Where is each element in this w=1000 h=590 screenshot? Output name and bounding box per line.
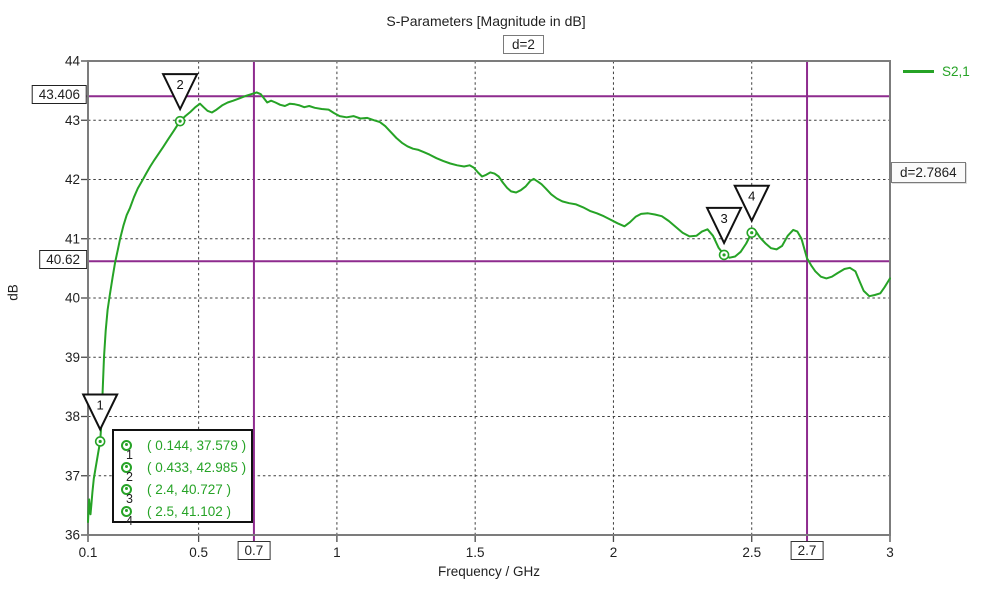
x-tick-label: 1.5	[466, 545, 485, 560]
marker-circle-icon: 3	[121, 483, 133, 506]
plot-title: S-Parameters [Magnitude in dB]	[386, 13, 586, 29]
s21-curve[interactable]	[87, 91, 891, 523]
marker-point-dot-3	[722, 253, 726, 257]
x-tick-label: 0.1	[79, 545, 98, 560]
marker-flag-1[interactable]	[81, 393, 119, 432]
x-tick-label: 2	[610, 545, 618, 560]
x-axis-title: Frequency / GHz	[437, 564, 541, 579]
y-tick-label: 38	[65, 409, 80, 424]
marker-flag-3[interactable]	[705, 206, 743, 246]
marker-circle-icon: 4	[121, 505, 133, 528]
y-tick-label: 39	[65, 350, 80, 365]
marker-index-label: 3	[126, 491, 133, 506]
marker-index-label: 4	[126, 513, 133, 528]
marker-flag-4[interactable]	[733, 184, 771, 223]
y-tick-label: 44	[65, 54, 81, 69]
marker-value-label: ( 0.144, 37.579 )	[147, 437, 247, 453]
legend: S2,1	[903, 64, 970, 79]
y-tick-label: 36	[65, 528, 80, 543]
y-tick-label: 43	[65, 113, 80, 128]
ref-value-box-43.406[interactable]: 43.406	[31, 85, 87, 105]
marker-circle-icon: 2	[121, 461, 133, 484]
ref-value-box-0.7[interactable]: 0.7	[237, 541, 271, 560]
marker-value-label: ( 2.5, 41.102 )	[147, 503, 232, 519]
x-tick-label: 2.5	[742, 545, 761, 560]
marker-circle-icon: 1	[121, 439, 133, 462]
marker-point-dot-2	[178, 119, 182, 123]
marker-list-row-2[interactable]: 2 ( 0.433, 42.985 )	[121, 456, 251, 484]
marker-list-row-3[interactable]: 3 ( 2.4, 40.727 )	[121, 478, 251, 506]
marker-flag-number-3: 3	[720, 211, 727, 226]
marker-flag-2[interactable]	[161, 73, 199, 112]
marker-point-dot-4	[750, 231, 754, 235]
marker-list-box: 1 ( 0.144, 37.579 ) 2 ( 0.433, 42.985 ) 3 ( 2…	[112, 429, 253, 528]
delta-frequency-box[interactable]: d=2	[503, 35, 544, 54]
x-tick-label: 1	[333, 545, 341, 560]
marker-index-label: 1	[126, 447, 133, 462]
y-tick-label: 40	[65, 291, 80, 306]
plot-frame	[87, 60, 891, 536]
marker-value-label: ( 2.4, 40.727 )	[147, 481, 232, 497]
legend-series-label[interactable]: S2,1	[942, 64, 970, 79]
marker-flag-number-2: 2	[176, 77, 183, 92]
marker-point-dot-1	[98, 439, 102, 444]
marker-flag-number-1: 1	[97, 397, 104, 412]
x-tick-label: 3	[886, 545, 894, 560]
y-tick-label: 42	[65, 172, 80, 187]
marker-flag-number-4: 4	[748, 189, 755, 204]
y-tick-label: 41	[65, 231, 80, 246]
ref-value-box-40.62[interactable]: 40.62	[39, 250, 87, 270]
marker-list-row-1[interactable]: 1 ( 0.144, 37.579 )	[121, 434, 251, 462]
delta-db-box[interactable]: d=2.7864	[891, 162, 966, 183]
marker-list-row-4[interactable]: 4 ( 2.5, 41.102 )	[121, 500, 251, 528]
x-tick-label: 0.5	[189, 545, 208, 560]
marker-value-label: ( 0.433, 42.985 )	[147, 459, 247, 475]
legend-line-swatch	[903, 70, 934, 73]
marker-index-label: 2	[126, 469, 133, 484]
ref-value-box-2.7[interactable]: 2.7	[790, 541, 824, 560]
y-tick-label: 37	[65, 468, 80, 483]
